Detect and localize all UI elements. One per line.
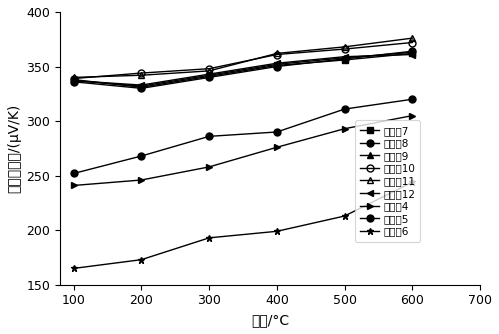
Line: 实施例12: 实施例12: [70, 51, 416, 89]
Y-axis label: 塞贝克系数/(μV/K): 塞贝克系数/(μV/K): [7, 104, 21, 193]
实施例7: [342, 58, 348, 62]
实施例8: [409, 49, 415, 53]
对比例4: [409, 114, 415, 118]
实施例11: [409, 36, 415, 40]
实施例8: [274, 64, 280, 68]
实施例9: [138, 84, 144, 88]
对比例6: [138, 258, 144, 262]
实施例12: [274, 61, 280, 65]
实施例7: [206, 74, 212, 78]
对比例5: [274, 130, 280, 134]
Legend: 实施例7, 实施例8, 实施例9, 实施例10, 实施例11, 实施例12, 对比例4, 对比例5, 对比例6: 实施例7, 实施例8, 实施例9, 实施例10, 实施例11, 实施例12, 对…: [355, 121, 421, 242]
X-axis label: 温度/°C: 温度/°C: [251, 313, 289, 327]
实施例9: [409, 50, 415, 54]
实施例10: [274, 52, 280, 56]
实施例11: [206, 69, 212, 73]
实施例8: [206, 75, 212, 79]
对比例5: [409, 97, 415, 101]
对比例6: [409, 180, 415, 184]
实施例9: [342, 56, 348, 60]
对比例5: [71, 171, 77, 175]
Line: 实施例9: 实施例9: [70, 49, 416, 90]
实施例8: [71, 80, 77, 84]
实施例7: [138, 85, 144, 89]
Line: 对比例6: 对比例6: [70, 179, 416, 272]
实施例10: [342, 47, 348, 51]
对比例4: [342, 127, 348, 131]
对比例6: [206, 236, 212, 240]
对比例5: [138, 154, 144, 158]
实施例7: [71, 77, 77, 81]
实施例8: [342, 57, 348, 61]
实施例9: [71, 79, 77, 83]
实施例11: [71, 75, 77, 79]
对比例6: [71, 267, 77, 271]
Line: 实施例8: 实施例8: [70, 48, 416, 92]
Line: 对比例4: 对比例4: [70, 112, 416, 189]
实施例7: [274, 63, 280, 67]
对比例5: [342, 107, 348, 111]
实施例12: [138, 83, 144, 87]
对比例6: [342, 214, 348, 218]
实施例8: [138, 86, 144, 90]
Line: 实施例11: 实施例11: [70, 35, 416, 81]
实施例10: [138, 71, 144, 75]
实施例12: [206, 72, 212, 76]
Line: 实施例7: 实施例7: [70, 50, 416, 91]
实施例12: [342, 55, 348, 59]
对比例6: [274, 229, 280, 233]
对比例5: [206, 134, 212, 138]
对比例4: [138, 178, 144, 182]
实施例10: [206, 67, 212, 71]
实施例12: [71, 79, 77, 83]
Line: 实施例10: 实施例10: [70, 39, 416, 82]
实施例10: [409, 40, 415, 44]
实施例11: [274, 51, 280, 55]
对比例4: [274, 145, 280, 149]
实施例10: [71, 76, 77, 80]
实施例9: [274, 62, 280, 66]
实施例7: [409, 51, 415, 55]
Line: 对比例5: 对比例5: [70, 96, 416, 177]
实施例11: [138, 73, 144, 77]
实施例9: [206, 73, 212, 77]
实施例11: [342, 45, 348, 49]
对比例4: [71, 183, 77, 187]
对比例4: [206, 165, 212, 169]
实施例12: [409, 52, 415, 56]
